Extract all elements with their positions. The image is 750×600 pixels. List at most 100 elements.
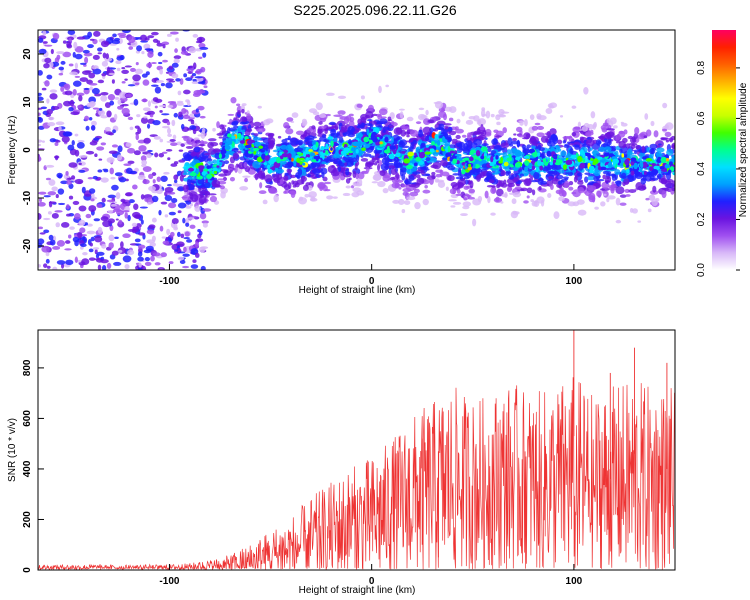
noise-blob	[176, 170, 183, 176]
signal-blob	[441, 127, 445, 135]
signal-core	[641, 161, 648, 169]
noise-blob	[139, 34, 148, 42]
noise-blob	[115, 60, 122, 65]
signal-blob	[317, 181, 326, 190]
noise-blob	[69, 99, 75, 107]
noise-blob	[197, 105, 205, 111]
signal-core	[239, 140, 246, 144]
signal-blob	[297, 168, 303, 176]
noise-blob	[146, 123, 151, 129]
signal-blob	[479, 126, 485, 131]
signal-blob	[304, 193, 310, 198]
signal-blob	[444, 106, 453, 112]
noise-blob	[170, 142, 178, 146]
signal-core	[467, 166, 473, 171]
noise-blob	[174, 223, 178, 230]
signal-blob	[565, 170, 572, 173]
signal-blob	[604, 177, 609, 184]
signal-blob	[635, 182, 643, 190]
noise-blob	[185, 222, 190, 227]
signal-blob	[284, 172, 289, 176]
noise-blob	[115, 192, 121, 200]
signal-blob	[285, 128, 294, 135]
noise-blob	[89, 242, 93, 247]
noise-blob	[201, 220, 209, 224]
noise-blob	[132, 184, 138, 190]
signal-blob	[338, 162, 345, 167]
noise-blob	[177, 231, 181, 238]
noise-blob	[199, 115, 206, 119]
noise-blob	[151, 217, 157, 223]
snr-panel: -100 0 100 0 200 400 600 800 Height of straight…	[7, 329, 676, 596]
noise-blob	[117, 249, 123, 253]
signal-blob	[257, 170, 266, 179]
noise-blob	[45, 252, 50, 257]
signal-blob	[452, 173, 460, 176]
signal-blob	[216, 121, 220, 129]
signal-core	[669, 161, 673, 166]
noise-blob	[188, 47, 197, 54]
signal-blob	[462, 205, 470, 210]
noise-blob	[185, 99, 190, 103]
signal-blob	[322, 176, 328, 182]
noise-blob	[192, 78, 198, 82]
signal-core	[254, 141, 261, 148]
noise-blob	[117, 145, 123, 153]
noise-blob	[152, 179, 156, 184]
signal-blob	[643, 135, 648, 139]
noise-blob	[137, 256, 144, 262]
signal-core	[379, 141, 383, 145]
noise-blob	[163, 171, 170, 175]
noise-blob	[164, 186, 174, 193]
signal-blob	[418, 129, 424, 138]
signal-blob	[325, 139, 330, 143]
noise-blob	[49, 93, 58, 100]
signal-blob	[348, 120, 355, 128]
noise-blob	[96, 146, 105, 151]
signal-blob	[377, 155, 384, 159]
noise-blob	[164, 214, 169, 218]
noise-blob	[159, 225, 164, 232]
noise-blob	[125, 93, 132, 98]
signal-blob	[433, 129, 438, 132]
noise-blob	[127, 160, 135, 165]
noise-blob	[87, 31, 93, 38]
signal-core	[315, 141, 319, 148]
signal-core	[442, 136, 446, 143]
signal-blob	[493, 197, 503, 203]
noise-blob	[39, 232, 46, 235]
signal-blob	[533, 171, 540, 180]
signal-blob	[236, 103, 241, 107]
noise-blob	[192, 259, 197, 264]
signal-blob	[455, 193, 463, 197]
noise-blob	[84, 70, 92, 73]
signal-blob	[631, 208, 638, 214]
noise-blob	[88, 116, 93, 121]
noise-blob	[190, 75, 194, 79]
signal-blob	[506, 186, 513, 193]
signal-blob	[385, 84, 389, 88]
noise-blob	[194, 252, 200, 258]
signal-core	[454, 153, 462, 157]
noise-blob	[158, 209, 162, 216]
noise-blob	[54, 210, 63, 213]
noise-blob	[43, 195, 51, 198]
noise-blob	[128, 36, 136, 44]
signal-blob	[200, 189, 208, 195]
signal-blob	[477, 134, 487, 139]
noise-blob	[192, 33, 199, 38]
signal-core	[480, 155, 485, 160]
signal-blob	[261, 168, 266, 172]
signal-core	[667, 169, 672, 174]
signal-blob	[520, 187, 528, 192]
signal-blob	[247, 157, 255, 160]
signal-blob	[526, 187, 533, 194]
noise-blob	[168, 202, 177, 209]
signal-blob	[311, 176, 318, 179]
noise-blob	[158, 152, 165, 158]
signal-blob	[490, 212, 496, 216]
signal-core	[220, 149, 227, 155]
noise-blob	[108, 234, 115, 242]
signal-blob	[550, 133, 558, 141]
noise-blob	[97, 264, 102, 270]
